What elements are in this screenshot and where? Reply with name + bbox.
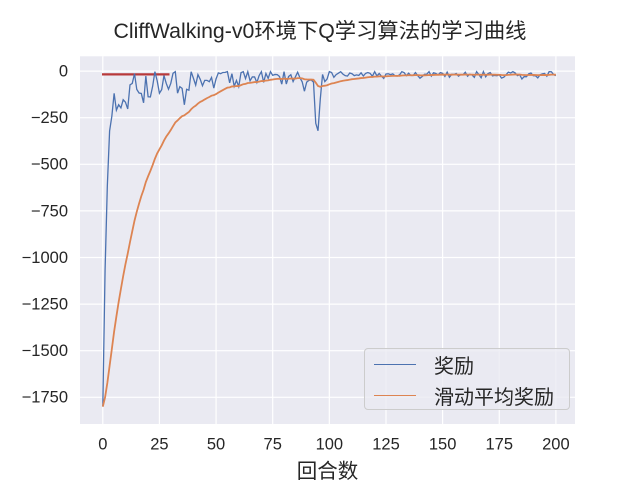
svg-text:0: 0 (59, 63, 68, 81)
svg-text:−1250: −1250 (22, 296, 68, 314)
svg-text:−1500: −1500 (22, 342, 68, 360)
svg-text:150: 150 (429, 436, 457, 454)
svg-text:−500: −500 (31, 156, 68, 174)
svg-text:−250: −250 (31, 109, 68, 127)
svg-text:25: 25 (150, 436, 168, 454)
svg-text:75: 75 (264, 436, 282, 454)
svg-text:125: 125 (372, 436, 400, 454)
svg-text:−1750: −1750 (22, 389, 68, 407)
svg-text:50: 50 (207, 436, 225, 454)
svg-text:0: 0 (98, 436, 107, 454)
svg-text:100: 100 (316, 436, 344, 454)
svg-text:−750: −750 (31, 202, 68, 220)
svg-text:200: 200 (542, 436, 570, 454)
svg-text:−1000: −1000 (22, 249, 68, 267)
svg-text:175: 175 (485, 436, 513, 454)
